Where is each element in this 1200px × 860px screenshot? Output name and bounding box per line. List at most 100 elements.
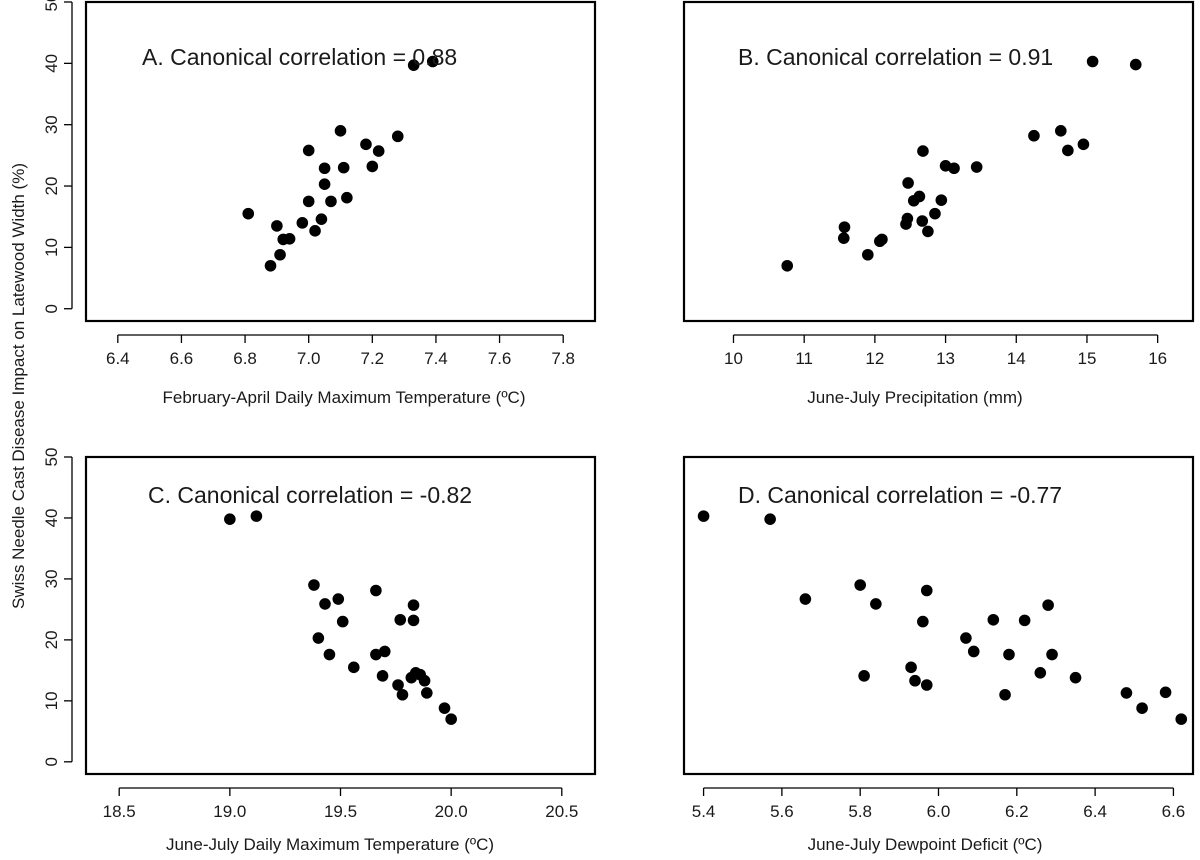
panel-c-data-point	[407, 599, 420, 611]
panel-b-data-point	[901, 212, 914, 225]
panel-d-data-point	[967, 645, 980, 658]
panel-c-y-axis: 0 10 20 30 40 50	[42, 448, 73, 767]
panel-a-data-point	[264, 259, 277, 272]
panel-a-data-point	[302, 144, 315, 157]
panel-b-data-point	[862, 248, 874, 261]
panel-c-data-point	[347, 661, 360, 674]
panel-a-x-axis: 6.4 6.6 6.8 7.0 7.2 7.4 7.6 7.8	[106, 334, 575, 368]
panel-a-data-point	[391, 130, 404, 143]
panel-d-x-tick-label: 6.6	[1162, 802, 1186, 821]
panel-a-data-point	[407, 59, 420, 71]
panel-a-y-tick-label: 0	[42, 304, 61, 313]
panel-d-data-point	[799, 593, 812, 605]
panel-a-y-tick-label: 20	[42, 177, 61, 196]
panel-d: 5.4 5.6 5.8 6.0 6.2 6.4 6.6 D. Canonical corre…	[682, 455, 1195, 854]
panel-c-y-tick-label: 0	[42, 757, 61, 766]
panel-c-x-tick-label: 20.0	[435, 802, 468, 821]
panel-d-x-tick-label: 6.2	[1005, 802, 1029, 821]
panel-d-data-point	[697, 510, 710, 522]
panel-b-data-point	[838, 221, 851, 233]
panel-a-y-tick-label: 30	[42, 115, 61, 134]
panel-b-data-point	[781, 259, 794, 272]
panel-d-x-axis: 5.4 5.6 5.8 6.0 6.2 6.4 6.6	[692, 787, 1186, 821]
panel-a-data-point	[334, 125, 347, 137]
panel-c-data-point	[308, 579, 320, 591]
panel-b-x-tick-label: 13	[936, 349, 955, 368]
panel-d-x-tick-label: 6.4	[1083, 802, 1107, 821]
panel-b-data-point	[837, 232, 850, 244]
panel-b-x-tick-label: 14	[1007, 349, 1026, 368]
panel-b-data-point	[876, 233, 888, 246]
panel-a-data-point	[274, 248, 286, 261]
panel-d-data-point	[960, 632, 972, 644]
panel-d-data-point	[905, 661, 917, 674]
panel-a-x-tick-label: 6.8	[233, 349, 257, 368]
panel-b-data-point	[916, 215, 929, 227]
panel-a-data-point	[337, 161, 350, 174]
panel-a-title: A. Canonical correlation = 0.88	[142, 44, 457, 70]
panel-a-data-point	[426, 55, 439, 68]
panel-d-data-point	[999, 688, 1011, 701]
panel-b-x-tick-label: 11	[795, 349, 813, 368]
panel-a-x-tick-label: 7.6	[488, 349, 512, 368]
panel-c-data-point	[250, 510, 263, 522]
panel-b-x-tick-label: 16	[1148, 349, 1167, 368]
panel-c-data-point	[418, 674, 431, 687]
panel-d-data-point	[917, 615, 929, 628]
panel-a-data-point	[366, 160, 379, 173]
panel-c-data-point	[323, 648, 336, 661]
panel-c-data-point	[407, 614, 420, 627]
panel-a-data-point	[309, 225, 321, 237]
panel-d-x-tick-label: 6.0	[927, 802, 951, 821]
panel-c-data-point	[370, 584, 382, 597]
panel-a-frame	[84, 0, 597, 323]
panel-c-x-axis-label: June-July Daily Maximum Temperature (ºC)	[166, 835, 494, 854]
panel-b-data-point	[1086, 55, 1099, 68]
panel-b-data-point	[917, 145, 929, 157]
panel-c-x-tick-label: 20.5	[545, 802, 578, 821]
panel-b-data-point	[935, 194, 948, 206]
panel-b-data-point	[1055, 125, 1067, 137]
panel-a-x-tick-label: 7.8	[551, 349, 575, 368]
panel-d-data-point	[764, 513, 776, 525]
panel-a-y-tick-label: 40	[42, 54, 61, 73]
panel-b-x-axis: 10 11 12 13 14 15 16	[724, 334, 1167, 368]
panel-a-x-tick-label: 7.2	[360, 349, 384, 368]
panel-c-data-point	[438, 702, 451, 714]
panel-d-x-axis-label: June-July Dewpoint Deficit (ºC)	[808, 835, 1043, 854]
panel-d-title: D. Canonical correlation = -0.77	[738, 482, 1062, 508]
panel-c-data-point	[445, 713, 457, 725]
panel-c-title: C. Canonical correlation = -0.82	[148, 482, 472, 508]
panel-b-data-point	[1028, 129, 1040, 142]
panel-c-y-tick-label: 10	[42, 691, 61, 710]
panel-b-data-point	[922, 225, 934, 238]
panel-a-x-tick-label: 6.6	[170, 349, 194, 368]
panel-c-points	[224, 510, 457, 725]
panel-d-data-point	[1042, 599, 1054, 611]
panel-b-data-point	[1129, 58, 1142, 71]
panel-a-x-tick-label: 6.4	[106, 349, 130, 368]
panel-a-x-tick-label: 7.4	[424, 349, 448, 368]
panel-a-data-point	[318, 162, 331, 175]
panel-d-data-point	[1046, 648, 1058, 661]
panel-a-data-point	[271, 220, 283, 232]
panel-d-data-point	[1159, 686, 1172, 699]
panel-c-x-tick-label: 19.5	[324, 802, 357, 821]
panel-d-data-point	[1018, 614, 1031, 627]
panel-d-data-point	[920, 679, 933, 691]
panel-a: 6.4 6.6 6.8 7.0 7.2 7.4 7.6 7.8 0 10 20 30 40 50 A. …	[42, 0, 597, 407]
panel-a-y-axis: 0 10 20 30 40 50	[42, 0, 73, 313]
panel-d-x-tick-label: 5.4	[692, 802, 716, 821]
panel-b-x-tick-label: 15	[1077, 349, 1096, 368]
panel-d-points	[697, 510, 1188, 725]
panel-c-data-point	[394, 613, 407, 626]
panel-a-data-point	[242, 207, 255, 220]
panel-c-frame	[84, 455, 597, 776]
panel-b-data-point	[902, 177, 914, 189]
panel-b-points	[781, 55, 1142, 272]
panel-d-data-point	[909, 674, 921, 687]
panel-d-data-point	[1003, 648, 1015, 661]
panel-c-y-tick-label: 40	[42, 509, 61, 528]
panel-c-x-axis: 18.5 19.0 19.5 20.0 20.5	[103, 787, 578, 821]
